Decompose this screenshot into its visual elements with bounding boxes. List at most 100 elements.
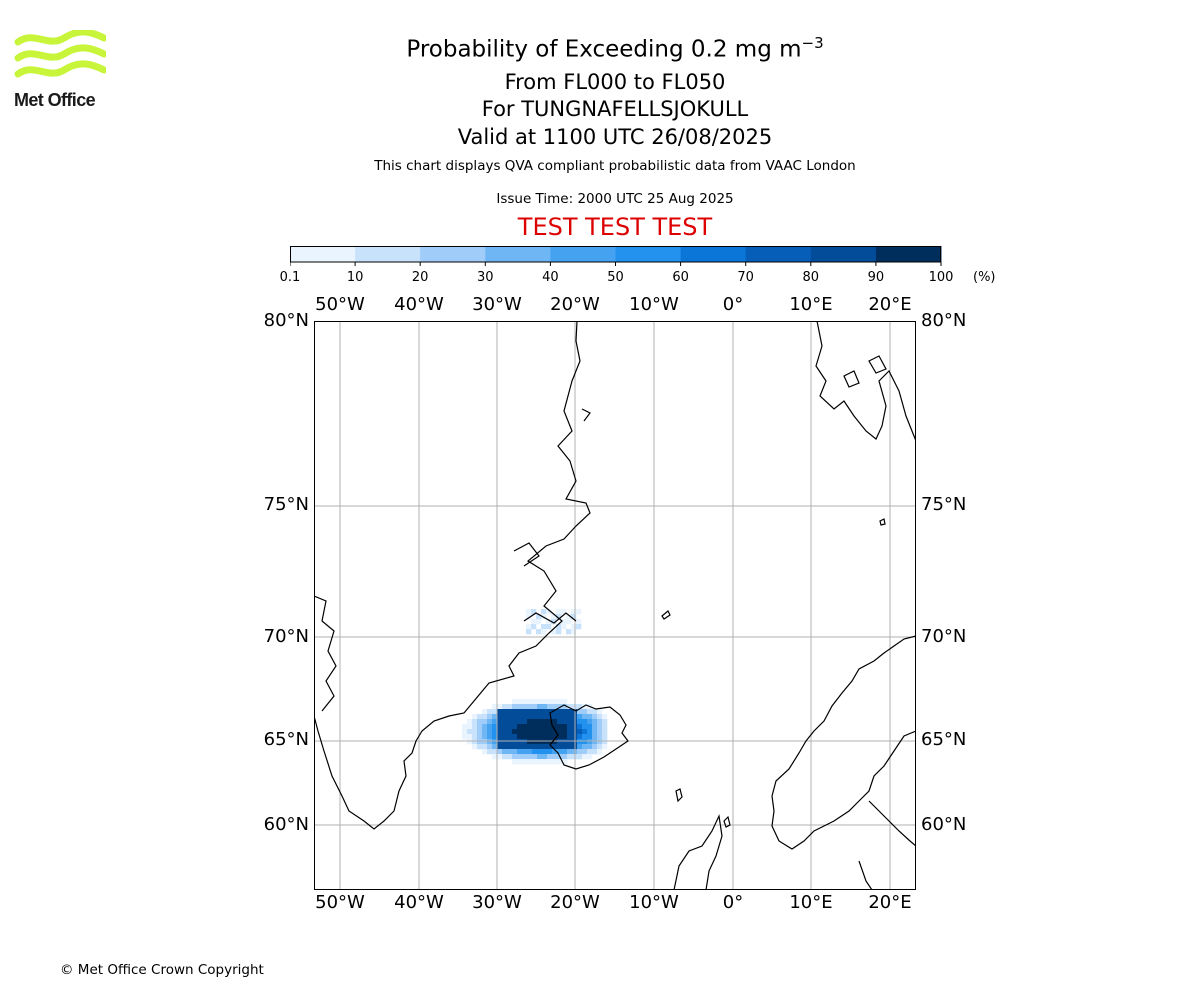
plume-cell — [522, 714, 527, 719]
plume-cell — [512, 729, 517, 734]
plume-cell — [552, 704, 557, 709]
map-frame — [315, 322, 916, 890]
plume-cell — [502, 739, 507, 744]
map-panel — [314, 321, 916, 890]
plume-cell — [477, 719, 482, 724]
plume-cell — [462, 724, 467, 729]
colorbar-tick-label: 70 — [726, 270, 766, 285]
longitude-label: 10°E — [771, 892, 851, 913]
plume-cell — [602, 734, 607, 739]
plume-cell — [512, 714, 517, 719]
copyright-notice: © Met Office Crown Copyright — [60, 962, 264, 978]
plume-cell — [567, 734, 572, 739]
colorbar-segment — [485, 246, 551, 262]
colorbar-tick-label: 60 — [661, 270, 701, 285]
colorbar-tick-label: 50 — [596, 270, 636, 285]
plume-cell — [582, 724, 587, 729]
plume-cell — [557, 724, 562, 729]
plume-cell — [507, 729, 512, 734]
plume-cell — [522, 729, 527, 734]
plume-cell — [527, 704, 532, 709]
plume-cell — [497, 749, 502, 754]
plume-cell — [597, 749, 602, 754]
plume-cell — [487, 724, 492, 729]
plume-cell — [562, 739, 567, 744]
plume-cell — [537, 739, 542, 744]
plume-cell — [547, 729, 552, 734]
plume-cell — [542, 734, 547, 739]
plume-cell — [597, 719, 602, 724]
plume-cell — [577, 719, 582, 724]
plume-cell — [467, 724, 472, 729]
plume-cell — [542, 699, 547, 704]
plume-cell — [567, 724, 572, 729]
latitude-label: 70°N — [264, 626, 309, 647]
test-banner: TEST TEST TEST — [315, 213, 915, 241]
plume-cell — [527, 754, 532, 759]
plume-cell — [462, 734, 467, 739]
plume-cell — [512, 704, 517, 709]
plume-cell — [557, 709, 562, 714]
longitude-label: 20°W — [535, 892, 615, 913]
plume-cell — [557, 719, 562, 724]
plume-cell — [577, 724, 582, 729]
plume-cell — [532, 704, 537, 709]
scandinavia-coast — [772, 636, 916, 849]
plume-cell — [542, 709, 547, 714]
plume-cell — [577, 729, 582, 734]
plume-cell — [482, 724, 487, 729]
svalbard-coast — [816, 321, 916, 441]
plume-cell — [527, 714, 532, 719]
plume-cell — [487, 714, 492, 719]
plume-cell — [567, 729, 572, 734]
plume-cell — [582, 739, 587, 744]
plume-cell — [527, 734, 532, 739]
plume-cell — [537, 759, 542, 764]
plume-cell — [502, 749, 507, 754]
plume-cell — [482, 719, 487, 724]
longitude-label: 0° — [693, 294, 773, 315]
plume-cell — [497, 729, 502, 734]
plume-cell — [472, 714, 477, 719]
plume-cell — [557, 699, 562, 704]
plume-cell — [577, 744, 582, 749]
plume-cell — [532, 759, 537, 764]
plume-cell — [527, 739, 532, 744]
plume-cell — [502, 714, 507, 719]
colorbar-segment — [811, 246, 877, 262]
plume-cell — [552, 699, 557, 704]
plume-cell — [472, 734, 477, 739]
plume-cell — [517, 719, 522, 724]
plume-cell — [536, 619, 541, 624]
plume-cell — [502, 744, 507, 749]
colorbar-tick-label: 0.1 — [270, 270, 310, 285]
plume-cell — [472, 729, 477, 734]
plume-cell — [482, 714, 487, 719]
validity-time: Valid at 1100 UTC 26/08/2025 — [315, 122, 915, 152]
plume-cell — [497, 719, 502, 724]
plume-cell — [482, 729, 487, 734]
plume-cell — [582, 709, 587, 714]
plume-cell — [571, 629, 576, 634]
plume-cell — [542, 729, 547, 734]
plume-cell — [547, 754, 552, 759]
plume-cell — [547, 749, 552, 754]
plume-cell — [532, 754, 537, 759]
plume-cell — [602, 729, 607, 734]
plume-cell — [497, 714, 502, 719]
plume-cell — [497, 744, 502, 749]
plume-cell — [587, 739, 592, 744]
plume-cell — [592, 709, 597, 714]
longitude-label: 20°E — [850, 294, 930, 315]
longitude-label: 50°W — [300, 294, 380, 315]
chart-title-block: Probability of Exceeding 0.2 mg m−3 From… — [315, 26, 915, 152]
plume-cell — [472, 739, 477, 744]
plume-cell — [587, 744, 592, 749]
plume-cell — [497, 709, 502, 714]
colorbar-tick-label: 30 — [465, 270, 505, 285]
longitude-label: 10°W — [614, 892, 694, 913]
plume-cell — [517, 729, 522, 734]
plume-cell — [587, 709, 592, 714]
plume-cell — [532, 729, 537, 734]
plume-cell — [587, 719, 592, 724]
